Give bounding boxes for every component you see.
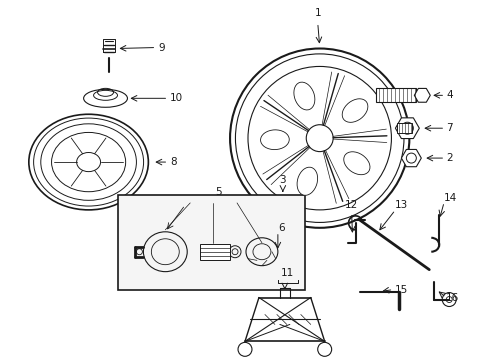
Text: 14: 14 (443, 193, 457, 203)
Bar (200, 244, 229, 260)
Text: 16: 16 (446, 293, 459, 302)
Text: 1: 1 (314, 8, 321, 18)
Text: 15: 15 (394, 284, 407, 294)
Ellipse shape (297, 167, 317, 195)
Ellipse shape (260, 130, 289, 150)
Text: 13: 13 (394, 200, 407, 210)
Text: 8: 8 (170, 157, 177, 167)
Text: 4: 4 (446, 90, 452, 100)
Bar (376, 88, 415, 102)
Text: 11: 11 (281, 267, 294, 278)
Ellipse shape (342, 99, 367, 122)
Ellipse shape (293, 82, 314, 110)
Text: 6: 6 (277, 223, 284, 233)
Text: 3: 3 (279, 175, 285, 185)
Text: 2: 2 (446, 153, 452, 163)
Text: 10: 10 (170, 93, 183, 103)
Text: 12: 12 (344, 200, 358, 210)
Text: 7: 7 (446, 123, 452, 133)
Bar (397, 123, 411, 133)
Text: 5: 5 (214, 187, 221, 197)
Bar (118, 195, 304, 289)
Text: 9: 9 (158, 42, 164, 53)
Ellipse shape (343, 152, 369, 175)
